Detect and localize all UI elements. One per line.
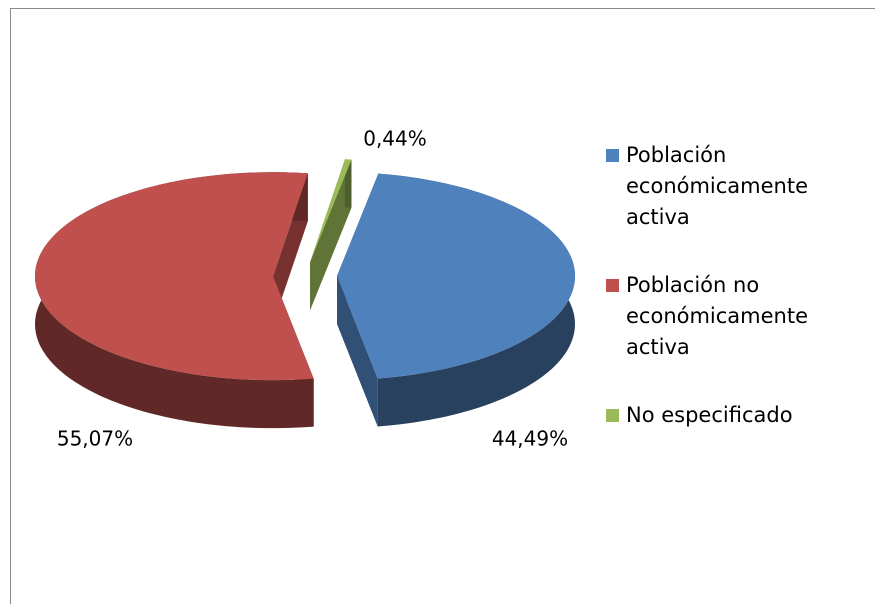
legend-entry: Población económicamente activa	[606, 140, 821, 233]
slice	[35, 172, 314, 381]
legend-swatch	[606, 409, 619, 422]
legend-label: Población económicamente activa	[626, 143, 809, 229]
slice	[310, 159, 352, 263]
legend-entry: Población no económicamente activa	[606, 270, 821, 363]
data-labels: 44,49% 55,07% 0,44%	[57, 127, 568, 451]
slice-wall	[336, 276, 378, 427]
slice	[336, 173, 575, 379]
pie-tops	[35, 159, 575, 381]
data-label: 44,49%	[492, 427, 568, 451]
legend-label: No especificado	[626, 403, 793, 427]
slice-wall	[310, 159, 352, 311]
legend-swatch	[606, 149, 619, 162]
legend-label: Población no económicamente activa	[626, 273, 809, 359]
legend-entry: No especificado	[606, 400, 821, 431]
legend-swatch	[606, 279, 619, 292]
data-label: 0,44%	[363, 127, 427, 151]
data-label: 55,07%	[57, 427, 133, 451]
